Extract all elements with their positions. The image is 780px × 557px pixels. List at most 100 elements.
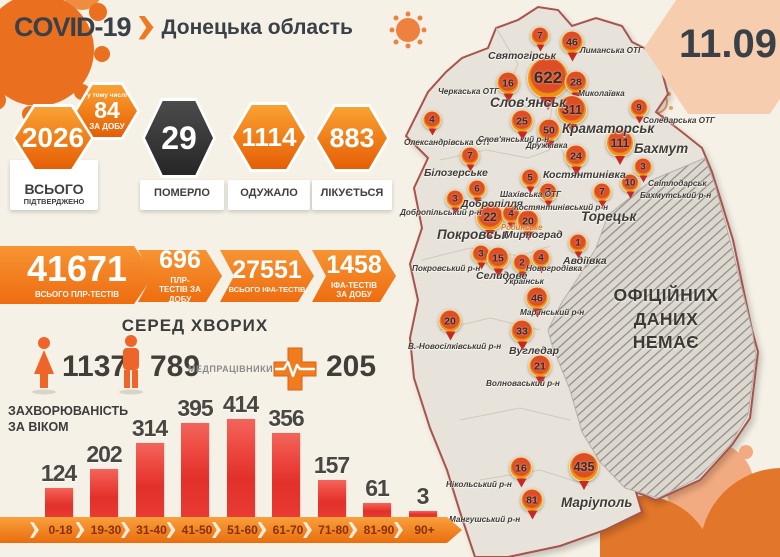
map-pin-tail <box>535 376 545 386</box>
map-label: Мангушський р-н <box>449 515 521 524</box>
map-pin-tail <box>517 131 527 141</box>
map-pin-tail <box>635 116 643 124</box>
map-pin: 4 <box>422 110 442 136</box>
bar-column: 314 <box>127 415 172 517</box>
tests-total-elisa-value: 27551 <box>232 255 302 284</box>
map-label: Українськ <box>504 277 544 286</box>
bar-column: 356 <box>264 405 309 517</box>
map-label: В.-Новосілківський р-н <box>408 342 502 351</box>
map-label: Черкаська ОТГ <box>438 87 500 96</box>
axis-label: 41-50 <box>181 523 213 537</box>
no-data-line3: НЕМАЄ <box>632 332 700 353</box>
map-label: Шахівська ОТГ <box>500 190 562 199</box>
confirmed-label-box: ВСЬОГО ПІДТВЕРДЖЕНО <box>10 160 98 210</box>
map-pin-tail <box>526 186 534 194</box>
bar <box>90 469 118 517</box>
map-label: Краматорськ <box>562 121 655 136</box>
map-pin-value: 33 <box>510 319 534 343</box>
map-pin: 10 <box>620 173 640 199</box>
map-label: Покровський р-н <box>412 264 481 273</box>
map-pin-tail <box>574 251 582 259</box>
map-pin: 25 <box>510 109 534 141</box>
died-label: ПОМЕРЛО <box>154 187 210 199</box>
medical-cross-icon <box>273 347 317 391</box>
map-pin-tail <box>567 123 577 133</box>
map-pin: 24 <box>564 144 588 176</box>
map-label: Світлодарськ <box>648 179 707 188</box>
age-chart-title-line1: ЗАХВОРЮВАНІСТЬ <box>8 404 129 418</box>
map-pin-value: 16 <box>496 71 520 95</box>
map-pin: 3 <box>471 244 491 270</box>
map-label: Миколаївка <box>578 89 625 98</box>
bar-chart-axis: 0-18 19-30 31-40 41-50 51-60 61-70 71-80 81-90 9… <box>0 517 462 543</box>
treated-hexagon: 883 <box>314 104 390 172</box>
map-pin: 16 <box>496 71 520 103</box>
map-pin-tail <box>503 93 513 103</box>
map-pin-tail <box>579 480 589 490</box>
map-pin-tail <box>516 478 526 488</box>
map-pin-value: 622 <box>527 57 569 99</box>
report-date: 11.09 <box>679 22 777 66</box>
men-count: 789 <box>150 350 201 383</box>
map-pin-value: 9 <box>629 98 649 118</box>
map-label: Святогірськ <box>488 50 556 62</box>
map-pin-value: 3 <box>633 157 653 177</box>
map-pin: 622 <box>527 57 569 111</box>
medics-count: 205 <box>326 350 377 383</box>
bar-value-label: 157 <box>313 452 350 478</box>
map-pin-tail <box>571 166 581 176</box>
confirmed-label-line1: ВСЬОГО <box>24 181 84 197</box>
map-pin-tail <box>507 222 515 230</box>
map-pin: 33 <box>510 319 534 351</box>
age-chart-title-line2: ЗА ВІКОМ <box>8 419 69 434</box>
map-pin: 22 <box>476 203 504 239</box>
map-label: Олександрівська ОТГ <box>404 138 493 147</box>
tests-daily-elisa-label: ІФА-ТЕСТІВ ЗА ДОБУ <box>331 280 377 299</box>
donetsk-oblast-map <box>404 5 760 557</box>
map-pin-tail <box>615 155 625 165</box>
map-pin-value: 7 <box>460 146 480 166</box>
recovered-value: 1114 <box>241 121 297 152</box>
map-label: Слов'янський р-н <box>478 135 550 144</box>
died-hexagon: 29 <box>142 98 216 178</box>
bar-column: 124 <box>36 460 81 517</box>
recovered-label: ОДУЖАЛО <box>240 187 298 199</box>
no-official-data-text: ОФІЦІЙНИХ ДАНИХ НЕМАЄ <box>596 284 736 355</box>
map-label: Новогродівка <box>526 264 583 273</box>
map-pin-value: 22 <box>476 203 504 231</box>
map-pin: 4 <box>531 248 551 274</box>
axis-label: 61-70 <box>272 523 304 537</box>
map-pin: 1 <box>568 233 588 259</box>
map-pin-tail <box>493 268 503 278</box>
bar-column: 202 <box>82 441 127 517</box>
map-label: Вугледар <box>509 345 559 357</box>
map-label: Маріуполь <box>561 495 633 510</box>
map-pin-value: 5 <box>520 168 540 188</box>
axis-label: 51-60 <box>227 523 258 537</box>
map-label: Костянтинівський р-н <box>514 203 609 212</box>
died-label-box: ПОМЕРЛО <box>140 180 224 210</box>
bar-value-label: 202 <box>86 441 122 467</box>
map-pin-value: 25 <box>510 109 534 133</box>
map-pin-tail <box>540 97 556 111</box>
tests-daily-pcr-value: 696 <box>159 246 201 275</box>
map-label: Родинське <box>501 223 543 232</box>
map-label: Соледарська ОТГ <box>643 116 716 125</box>
bar-value-label: 414 <box>222 391 259 417</box>
map-label: Торецьк <box>581 209 637 224</box>
map-label: Добропільський р-н <box>400 208 482 217</box>
map-label: Бахмутський р-н <box>640 191 712 200</box>
map-pin-value: 6 <box>467 179 487 199</box>
map-pin-value: 46 <box>525 286 549 310</box>
axis-label: 71-80 <box>318 523 349 537</box>
treated-label-box: ЛІКУЄТЬСЯ <box>312 180 392 210</box>
map-pin: 50 <box>537 118 561 150</box>
bar-column: 157 <box>309 452 354 517</box>
tests-total-pcr-label: ВСЬОГО ПЛР-ТЕСТІВ <box>34 289 120 299</box>
confirmed-value: 2026 <box>21 122 85 153</box>
map-pin-value: 4 <box>422 110 442 130</box>
tests-daily-elisa-value: 1458 <box>326 250 382 279</box>
map-pin: 2 <box>512 253 532 279</box>
tests-total-elisa: 27551 ВСЬОГО ІФА-ТЕСТІВ <box>220 250 314 302</box>
